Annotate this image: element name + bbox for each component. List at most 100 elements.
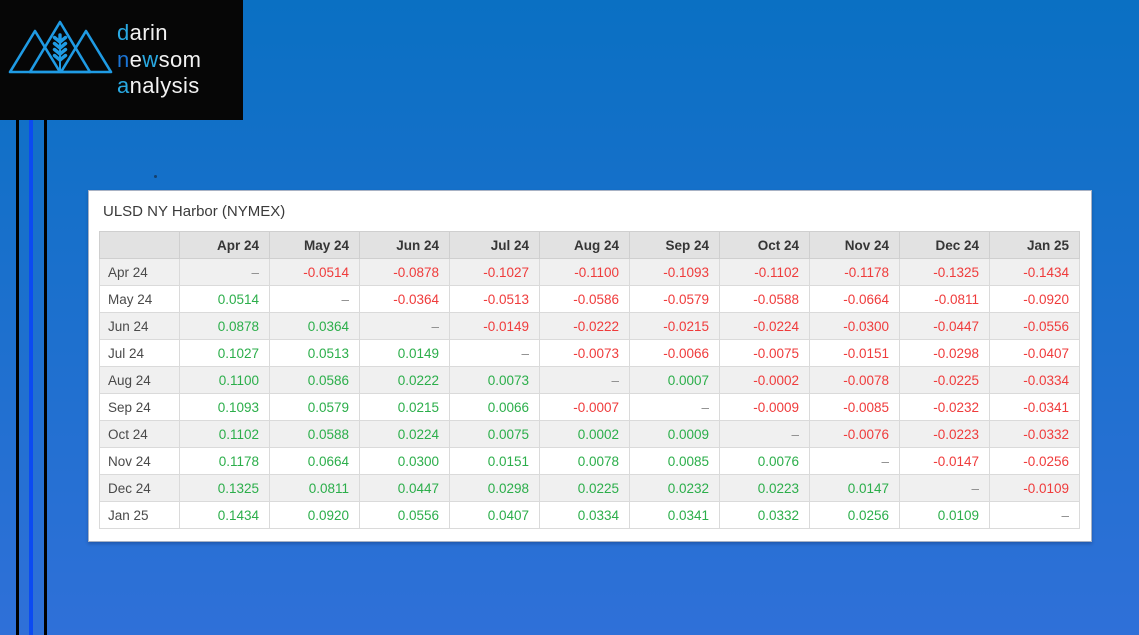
column-header: Dec 24 [899, 231, 990, 259]
column-header: Jul 24 [449, 231, 540, 259]
spread-cell: 0.0075 [449, 420, 540, 448]
spread-cell: 0.0811 [269, 474, 360, 502]
spread-cell: -0.0664 [809, 285, 900, 313]
spread-cell: 0.0232 [629, 474, 720, 502]
spread-cell: 0.0447 [359, 474, 450, 502]
corner-cell [99, 231, 180, 259]
spread-cell: – [539, 366, 630, 394]
spread-cell: 0.0151 [449, 447, 540, 475]
spread-cell: -0.0224 [719, 312, 810, 340]
spread-cell: 0.0225 [539, 474, 630, 502]
spread-cell: -0.1102 [719, 258, 810, 286]
spread-cell: -0.0586 [539, 285, 630, 313]
row-header: Apr 24 [99, 258, 180, 286]
column-header: Apr 24 [179, 231, 270, 259]
spread-cell: 0.1434 [179, 501, 270, 529]
logo-block[interactable]: darin newsom analysis [0, 0, 243, 120]
spread-cell: -0.0811 [899, 285, 990, 313]
spread-cell: -0.0225 [899, 366, 990, 394]
spread-cell: -0.1434 [989, 258, 1080, 286]
spread-cell: 0.0149 [359, 339, 450, 367]
spread-cell: – [899, 474, 990, 502]
column-header: Oct 24 [719, 231, 810, 259]
spread-cell: 0.0073 [449, 366, 540, 394]
spread-cell: 0.0364 [269, 312, 360, 340]
spread-cell: 0.1102 [179, 420, 270, 448]
spread-cell: -0.1100 [539, 258, 630, 286]
spread-cell: -0.0002 [719, 366, 810, 394]
spread-cell: 0.0076 [719, 447, 810, 475]
spread-cell: -0.1027 [449, 258, 540, 286]
table-row: Nov 24 0.1178 0.0664 0.0300 0.0151 0.0078 0.00… [99, 447, 1080, 475]
spread-cell: 0.0215 [359, 393, 450, 421]
spread-cell: -0.0147 [899, 447, 990, 475]
table-row: Jul 24 0.1027 0.0513 0.0149– -0.0073 -0.0066-… [99, 339, 1080, 367]
row-header: Jan 25 [99, 501, 180, 529]
column-header: Nov 24 [809, 231, 900, 259]
spread-cell: 0.0556 [359, 501, 450, 529]
table-body: Apr 24– -0.0514 -0.0878 -0.1027 -0.1100 -0.10… [99, 258, 1080, 529]
logo-word: analysis [117, 73, 200, 98]
spread-cell: -0.0334 [989, 366, 1080, 394]
spread-cell: -0.0332 [989, 420, 1080, 448]
spread-cell: 0.0586 [269, 366, 360, 394]
spread-cell: 0.0085 [629, 447, 720, 475]
spread-cell: – [179, 258, 270, 286]
column-header: Aug 24 [539, 231, 630, 259]
row-header: Oct 24 [99, 420, 180, 448]
spread-cell: -0.0364 [359, 285, 450, 313]
spread-cell: -0.0579 [629, 285, 720, 313]
spread-cell: -0.0073 [539, 339, 630, 367]
spread-cell: -0.0078 [809, 366, 900, 394]
column-header: May 24 [269, 231, 360, 259]
row-header: May 24 [99, 285, 180, 313]
table-row: May 24 0.0514– -0.0364 -0.0513 -0.0586 -0.057… [99, 285, 1080, 313]
spread-cell: -0.0075 [719, 339, 810, 367]
spread-cell: -0.0447 [899, 312, 990, 340]
spread-cell: 0.1027 [179, 339, 270, 367]
table-row: Sep 24 0.1093 0.0579 0.0215 0.0066 -0.0007– -0… [99, 393, 1080, 421]
spread-matrix-table: Apr 24 May 24 Jun 24 Jul 24 Aug 24 Sep 24 Oct … [99, 231, 1080, 529]
spread-cell: 0.0664 [269, 447, 360, 475]
spread-cell: 0.0066 [449, 393, 540, 421]
spread-cell: 0.0147 [809, 474, 900, 502]
vertical-stripe-black-right [44, 0, 47, 635]
spread-cell: 0.1325 [179, 474, 270, 502]
spread-cell: -0.0920 [989, 285, 1080, 313]
spread-cell: – [359, 312, 450, 340]
row-header: Jul 24 [99, 339, 180, 367]
spread-cell: 0.0298 [449, 474, 540, 502]
spread-cell: 0.0878 [179, 312, 270, 340]
spread-cell: -0.0256 [989, 447, 1080, 475]
spread-cell: 0.0334 [539, 501, 630, 529]
spread-cell: 0.0920 [269, 501, 360, 529]
spread-cell: -0.0223 [899, 420, 990, 448]
spread-cell: 0.0223 [719, 474, 810, 502]
spread-cell: 0.0256 [809, 501, 900, 529]
spread-cell: 0.0007 [629, 366, 720, 394]
spread-cell: -0.0222 [539, 312, 630, 340]
spread-cell: 0.0224 [359, 420, 450, 448]
vertical-stripe-black-left [16, 0, 19, 635]
spread-cell: 0.0513 [269, 339, 360, 367]
logo-word: darin [117, 20, 168, 45]
logo-text: darin newsom analysis [117, 20, 201, 100]
spread-cell: 0.0078 [539, 447, 630, 475]
spread-cell: -0.1325 [899, 258, 990, 286]
spread-cell: 0.0579 [269, 393, 360, 421]
spread-cell: -0.0007 [539, 393, 630, 421]
spread-cell: 0.0009 [629, 420, 720, 448]
table-row: Jun 24 0.0878 0.0364– -0.0149 -0.0222 -0.0215… [99, 312, 1080, 340]
column-header: Jun 24 [359, 231, 450, 259]
spread-cell: 0.0588 [269, 420, 360, 448]
column-header: Jan 25 [989, 231, 1080, 259]
spread-cell: -0.0066 [629, 339, 720, 367]
row-header: Nov 24 [99, 447, 180, 475]
spread-cell: 0.0222 [359, 366, 450, 394]
row-header: Sep 24 [99, 393, 180, 421]
mountains-wheat-icon [8, 20, 113, 74]
spread-cell: 0.0002 [539, 420, 630, 448]
spread-cell: -0.0085 [809, 393, 900, 421]
table-title: ULSD NY Harbor (NYMEX) [103, 202, 286, 220]
spread-cell: -0.0151 [809, 339, 900, 367]
